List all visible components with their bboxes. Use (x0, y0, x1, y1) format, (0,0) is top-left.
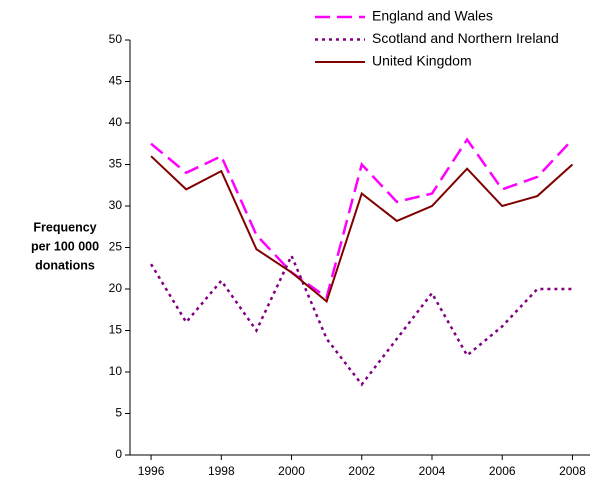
y-tick-label: 40 (109, 115, 123, 129)
y-tick-label: 5 (115, 406, 122, 420)
y-tick-label: 20 (109, 281, 123, 295)
x-tick-label: 2004 (419, 464, 446, 478)
series-line (150, 155, 574, 304)
y-axis-label: per 100 000 (31, 239, 99, 253)
y-axis-label: donations (35, 258, 95, 272)
legend-label: Scotland and Northern Ireland (372, 30, 559, 46)
x-tick-label: 2000 (278, 464, 305, 478)
y-tick-label: 0 (115, 447, 122, 461)
y-tick-label: 50 (109, 32, 123, 46)
x-tick-label: 2002 (348, 464, 375, 478)
y-tick-label: 30 (109, 198, 123, 212)
series-line (149, 252, 573, 387)
series-line (150, 137, 574, 300)
y-tick-label: 35 (109, 157, 123, 171)
x-tick-label: 2008 (559, 464, 586, 478)
legend-label: England and Wales (372, 8, 493, 24)
y-tick-label: 15 (109, 323, 123, 337)
y-tick-label: 25 (109, 240, 123, 254)
y-axis-label: Frequency (33, 220, 96, 234)
y-tick-label: 10 (109, 364, 123, 378)
legend-label: United Kingdom (372, 53, 472, 69)
x-tick-label: 2006 (489, 464, 516, 478)
x-tick-label: 1996 (138, 464, 165, 478)
y-tick-label: 45 (109, 74, 123, 88)
x-tick-label: 1998 (208, 464, 235, 478)
